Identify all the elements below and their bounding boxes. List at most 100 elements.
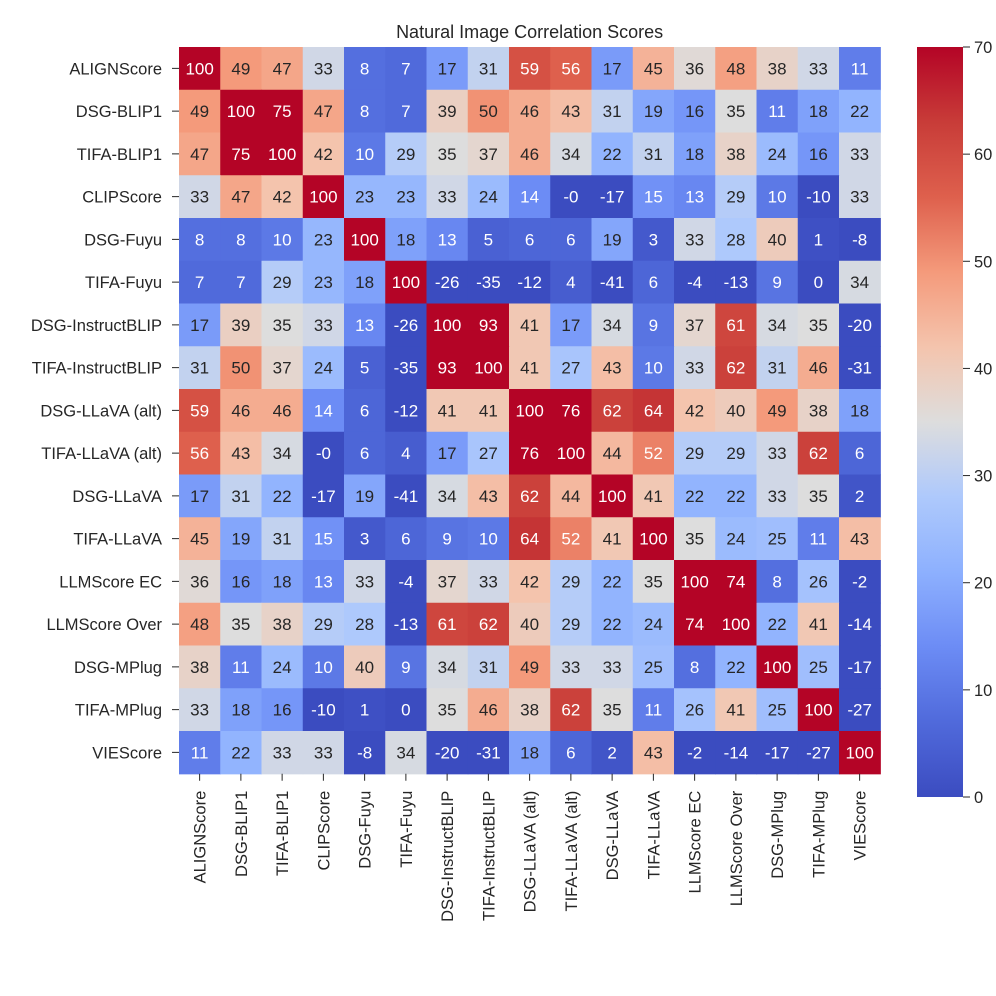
colorbar-tick-label: 40 [974,360,992,378]
cell-value-label: 37 [479,145,498,164]
heatmap-cell [839,731,881,775]
cell-value-label: 59 [520,59,539,78]
cell-value-label: 61 [438,615,457,634]
cell-value-label: 100 [433,316,461,335]
y-tick-label: TIFA-Fuyu [85,274,162,292]
cell-value-label: 37 [273,359,292,378]
cell-value-label: 40 [520,615,539,634]
cell-value-label: 33 [809,59,828,78]
heatmap-cell [797,218,840,262]
heatmap-cell [344,260,386,305]
heatmap-cell [344,389,386,433]
heatmap-cell [426,389,469,433]
x-tick-label: DSG-Fuyu [357,791,375,869]
heatmap-cell [302,47,345,91]
cell-value-label: 33 [768,487,787,506]
heatmap-cell [756,560,799,604]
heatmap-cell [797,731,840,775]
cell-value-label: 39 [231,316,250,335]
heatmap-cell [302,731,345,775]
heatmap-cell [509,389,551,433]
cell-value-label: -12 [517,273,542,292]
cell-value-label: 46 [273,401,292,420]
heatmap-cell [674,175,716,219]
heatmap-cell [344,132,386,176]
heatmap-cell [261,132,304,176]
heatmap-cell [756,602,799,647]
cell-value-label: 31 [479,59,498,78]
y-tick-label: TIFA-LLaVA [73,531,162,549]
heatmap-cell [715,346,758,390]
heatmap-cell [674,260,716,305]
heatmap-cell [467,132,510,176]
cell-value-label: 50 [479,102,498,121]
heatmap-cell [756,175,799,219]
heatmap-cell [179,560,221,604]
heatmap-cell [797,645,840,689]
cell-value-label: 50 [231,359,250,378]
heatmap-cell [674,218,716,262]
heatmap-cell [756,431,799,476]
heatmap-cell [385,132,428,176]
cell-value-label: 39 [438,102,457,121]
cell-value-label: 48 [190,615,209,634]
heatmap-cell [632,688,675,732]
heatmap-cell [344,218,386,262]
cell-value-label: 33 [561,658,580,677]
heatmap-cell [715,132,758,176]
cell-value-label: 33 [314,743,333,762]
cell-value-label: -4 [398,572,413,591]
cell-value-label: 6 [649,273,658,292]
cell-value-label: 24 [314,359,333,378]
cell-value-label: 48 [726,59,745,78]
chart-title: Natural Image Correlation Scores [396,22,663,42]
heatmap-cell [467,602,510,647]
heatmap-cell [385,602,428,647]
cell-value-label: -2 [687,743,702,762]
cell-value-label: 17 [190,316,209,335]
heatmap-cell [756,260,799,305]
cell-value-label: 5 [484,230,493,249]
heatmap-cell [220,560,263,604]
heatmap-cell [302,218,345,262]
heatmap-cell [591,431,634,476]
heatmap-cell [632,132,675,176]
cell-value-label: 29 [561,615,580,634]
cell-value-label: 47 [231,188,250,207]
heatmap-cell [674,731,716,775]
heatmap-cell [302,132,345,176]
cell-value-label: 49 [231,59,250,78]
cell-value-label: 38 [726,145,745,164]
cell-value-label: 24 [768,145,787,164]
cell-value-label: 35 [809,487,828,506]
heatmap-cell [344,47,386,91]
heatmap-cell [550,132,593,176]
y-tick-label: DSG-LLaVA [72,488,162,506]
cell-value-label: -20 [847,316,872,335]
cell-value-label: 19 [644,102,663,121]
heatmap-cell [509,218,551,262]
heatmap-cell [426,645,469,689]
heatmap-cell [426,175,469,219]
cell-value-label: -0 [316,444,331,463]
cell-value-label: 40 [355,658,374,677]
heatmap-cell [674,474,716,518]
cell-value-label: 43 [850,530,869,549]
cell-value-label: 9 [772,273,781,292]
heatmap-cell [220,175,263,219]
cell-value-label: 34 [396,743,415,762]
x-tick-label: TIFA-LLaVA (alt) [563,791,581,912]
heatmap-cell [302,389,345,433]
heatmap-cell [632,731,675,775]
cell-value-label: 1 [814,230,823,249]
heatmap-cell [344,602,386,647]
heatmap-cell [591,389,634,433]
cell-value-label: 13 [438,230,457,249]
heatmap-cell [674,431,716,476]
heatmap-cell [839,47,881,91]
cell-value-label: 22 [768,615,787,634]
cell-value-label: 33 [603,658,622,677]
cell-value-label: 22 [603,572,622,591]
heatmap-cell [261,645,304,689]
cell-value-label: 13 [685,188,704,207]
